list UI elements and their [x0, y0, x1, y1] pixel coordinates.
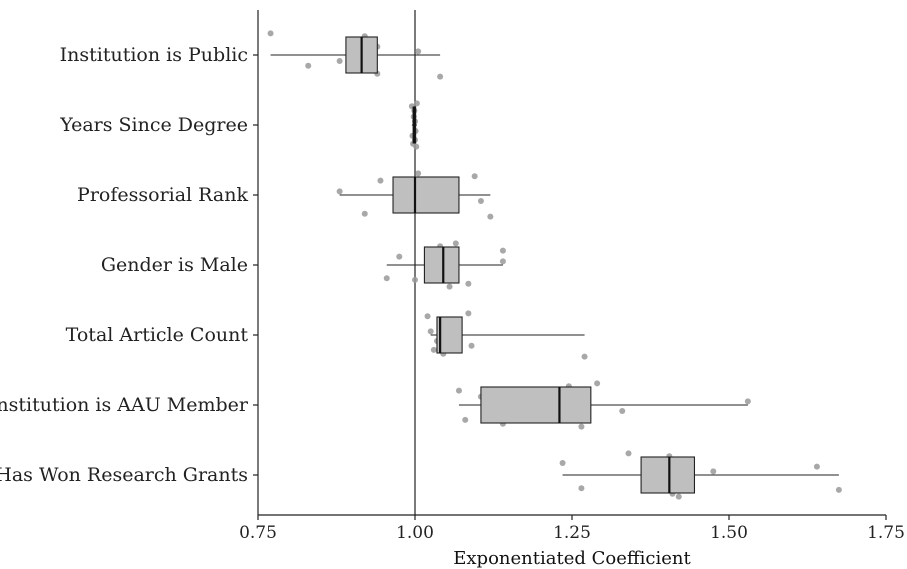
category-label: Years Since Degree [59, 114, 248, 136]
data-point [336, 58, 343, 64]
box-iqr [480, 386, 592, 424]
data-point [594, 380, 601, 387]
x-tick-label: 1.25 [553, 523, 591, 543]
data-point [578, 485, 585, 492]
data-point [813, 463, 820, 470]
x-tick-label: 1.00 [396, 523, 434, 543]
category-label: Institution is AAU Member [0, 394, 249, 416]
data-point [744, 398, 751, 405]
boxes-layer [270, 36, 839, 494]
category-labels-layer: Institution is Public Years Since Degree P… [0, 44, 249, 486]
category-label: Professorial Rank [77, 184, 248, 206]
data-point [412, 276, 418, 283]
data-point [465, 310, 472, 317]
data-point [462, 416, 469, 423]
data-point [710, 468, 717, 475]
data-point [361, 210, 368, 217]
data-point [396, 253, 403, 260]
data-point [465, 280, 472, 287]
data-point [427, 328, 434, 335]
category-label: Total Article Count [66, 324, 249, 346]
data-point [383, 275, 390, 282]
data-point [437, 73, 444, 80]
x-tick-label: 0.75 [239, 523, 277, 543]
data-point [675, 493, 682, 500]
data-point [619, 408, 626, 414]
category-label: Institution is Public [60, 44, 248, 66]
data-point [559, 460, 566, 466]
data-point [625, 450, 632, 457]
data-point [578, 423, 585, 430]
x-axis-title: Exponentiated Coefficient [453, 548, 691, 569]
data-point [415, 170, 422, 177]
data-point [415, 48, 422, 55]
axes-layer: 0.75 1.00 1.25 1.50 1.75 [239, 10, 905, 543]
data-point [581, 353, 588, 360]
data-point [267, 30, 274, 37]
data-point [455, 387, 462, 394]
category-label: Gender is Male [101, 254, 248, 276]
data-point [446, 283, 453, 290]
data-point [835, 486, 842, 493]
data-point [487, 213, 494, 220]
data-point [471, 173, 478, 180]
data-point [477, 198, 484, 204]
box-iqr [392, 176, 460, 214]
data-point [377, 177, 384, 184]
data-point [468, 342, 475, 349]
category-label: Has Won Research Grants [0, 464, 248, 486]
data-point [499, 258, 506, 265]
data-point [499, 247, 506, 254]
data-point [430, 346, 437, 353]
points-layer [267, 30, 842, 500]
data-point [336, 188, 343, 195]
data-point [413, 100, 420, 107]
x-tick-label: 1.50 [710, 523, 748, 543]
data-point [452, 240, 459, 247]
data-point [305, 62, 312, 69]
x-tick-label: 1.75 [867, 523, 905, 543]
data-point [424, 313, 431, 320]
box-iqr [423, 246, 460, 284]
box-iqr [640, 456, 696, 494]
